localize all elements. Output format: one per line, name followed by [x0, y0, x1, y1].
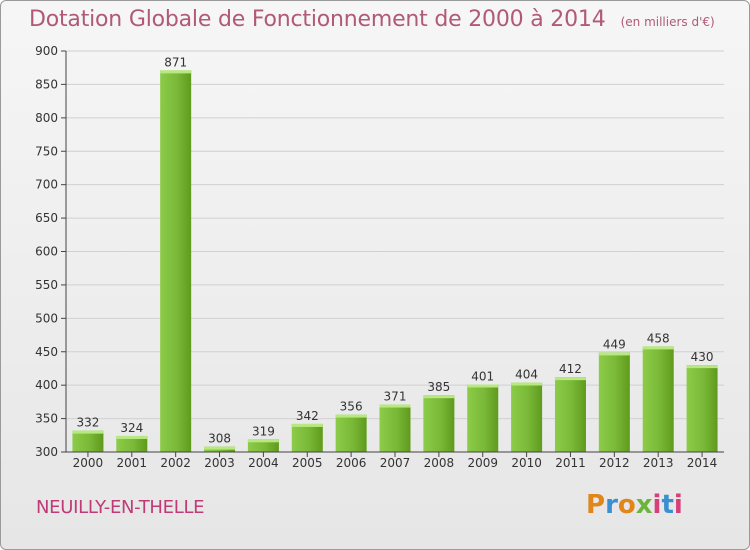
bar-highlight [511, 382, 543, 386]
bar-value-label: 385 [427, 380, 450, 394]
bar-value-label: 356 [340, 400, 363, 414]
x-tick-label: 2004 [248, 456, 279, 470]
bar-highlight [160, 70, 192, 74]
y-tick-label: 800 [35, 111, 58, 125]
bar-highlight [72, 430, 104, 434]
bar [686, 365, 718, 452]
x-tick-label: 2014 [687, 456, 718, 470]
logo-letter: x [635, 490, 653, 520]
chart-subtitle: (en milliers d'€) [620, 15, 715, 29]
bar-value-label: 308 [208, 432, 231, 446]
bar-highlight [423, 395, 455, 399]
bar-highlight [686, 365, 718, 369]
x-tick-label: 2003 [204, 456, 235, 470]
bar-value-label: 319 [252, 424, 275, 438]
bar-value-label: 332 [76, 416, 99, 430]
bar-highlight [598, 352, 630, 356]
bar [247, 439, 279, 452]
logo-letter: o [617, 490, 636, 520]
bar [467, 384, 499, 452]
bar-highlight [291, 423, 323, 427]
bar [72, 430, 104, 452]
logo-letter: i [652, 490, 662, 520]
bar-highlight [335, 414, 367, 418]
x-tick-label: 2000 [73, 456, 104, 470]
bar [598, 352, 630, 452]
bar-value-label: 342 [296, 409, 319, 423]
x-tick-label: 2010 [511, 456, 542, 470]
logo-letter: i [673, 490, 683, 520]
x-tick-label: 2009 [467, 456, 498, 470]
bar-highlight [642, 346, 674, 350]
bar [116, 435, 148, 452]
bar-value-label: 430 [691, 350, 714, 364]
x-tick-label: 2008 [424, 456, 455, 470]
logo-letter: r [605, 490, 618, 520]
y-tick-label: 450 [35, 345, 58, 359]
bar-highlight [204, 446, 236, 450]
title-row: Dotation Globale de Fonctionnement de 20… [29, 7, 715, 32]
bar [554, 377, 586, 452]
bar [335, 414, 367, 452]
commune-name: NEUILLY-EN-THELLE [36, 497, 205, 518]
bar-highlight [467, 384, 499, 388]
bar-chart: 300 350 400 450 500 550 600 650 700 750 800 850 900 2… [35, 44, 724, 470]
y-tick-label: 900 [35, 44, 58, 58]
y-tick-label: 850 [35, 77, 58, 91]
x-tick-label: 2007 [380, 456, 411, 470]
data-labels: 332 324 871 308 319 342 356 371 385 401 404 412 449 4… [76, 55, 713, 445]
bar-value-label: 371 [384, 390, 407, 404]
y-tick-label: 400 [35, 378, 58, 392]
logo-letter: t [661, 490, 674, 520]
bar-value-label: 871 [164, 55, 187, 69]
y-tick-label: 550 [35, 278, 58, 292]
y-tick-label: 350 [35, 412, 58, 426]
bar [291, 423, 323, 452]
bar-highlight [116, 435, 148, 439]
axes: 300 350 400 450 500 550 600 650 700 750 800 850 900 2… [35, 44, 724, 470]
bar [511, 382, 543, 452]
bar [642, 346, 674, 452]
y-tick-label: 600 [35, 245, 58, 259]
bar-value-label: 412 [559, 362, 582, 376]
y-tick-label: 500 [35, 311, 58, 325]
y-tick-label: 300 [35, 445, 58, 459]
bars [72, 70, 718, 453]
logo-letter: P [586, 490, 606, 520]
bar-value-label: 401 [471, 369, 494, 383]
x-tick-label: 2006 [336, 456, 367, 470]
x-tick-label: 2011 [555, 456, 586, 470]
bar [160, 70, 192, 453]
chart-title: Dotation Globale de Fonctionnement de 20… [29, 7, 606, 32]
bar [423, 395, 455, 452]
y-tick-label: 700 [35, 178, 58, 192]
y-tick-label: 750 [35, 144, 58, 158]
x-tick-label: 2012 [599, 456, 630, 470]
bar-value-label: 404 [515, 367, 538, 381]
bar-highlight [247, 439, 279, 443]
bar-value-label: 324 [120, 421, 143, 435]
x-tick-label: 2005 [292, 456, 323, 470]
y-tick-label: 650 [35, 211, 58, 225]
bar-highlight [554, 377, 586, 381]
bar [379, 404, 411, 452]
x-tick-label: 2002 [160, 456, 191, 470]
bar-highlight [379, 404, 411, 408]
x-tick-label: 2001 [117, 456, 148, 470]
proxiti-logo[interactable]: Proxiti [586, 490, 683, 520]
bar-value-label: 458 [647, 331, 670, 345]
x-tick-label: 2013 [643, 456, 674, 470]
bar-value-label: 449 [603, 337, 626, 351]
